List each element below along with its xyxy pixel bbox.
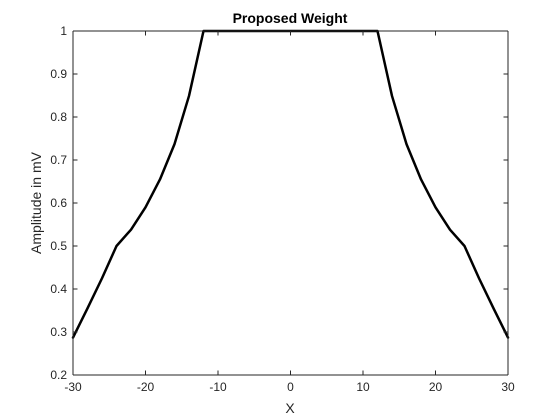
y-tick-label: 0.2 — [50, 368, 67, 382]
y-tick-label: 0.3 — [50, 325, 67, 339]
y-tick-label: 1 — [60, 24, 67, 38]
y-tick-label: 0.7 — [50, 153, 67, 167]
chart-title: Proposed Weight — [233, 10, 348, 26]
plot-area — [73, 31, 508, 375]
x-axis-label: X — [285, 400, 295, 416]
x-tick-label: -30 — [64, 380, 82, 394]
x-tick-label: 20 — [429, 380, 443, 394]
y-tick-label: 0.6 — [50, 196, 67, 210]
ticks-layer: -30 -20 -10 0 10 20 30 0.2 0.3 0.4 0.5 0.6 0.7 0.8 0.9… — [50, 24, 515, 394]
y-tick-label: 0.8 — [50, 110, 67, 124]
y-tick-label: 0.5 — [50, 239, 67, 253]
y-axis-label: Amplitude in mV — [28, 151, 44, 254]
x-tick-label: 10 — [356, 380, 370, 394]
y-tick-label: 0.9 — [50, 67, 67, 81]
x-tick-label: 30 — [501, 380, 515, 394]
x-tick-label: -10 — [209, 380, 227, 394]
x-tick-label: 0 — [287, 380, 294, 394]
x-tick-label: -20 — [137, 380, 155, 394]
y-tick-label: 0.4 — [50, 282, 67, 296]
